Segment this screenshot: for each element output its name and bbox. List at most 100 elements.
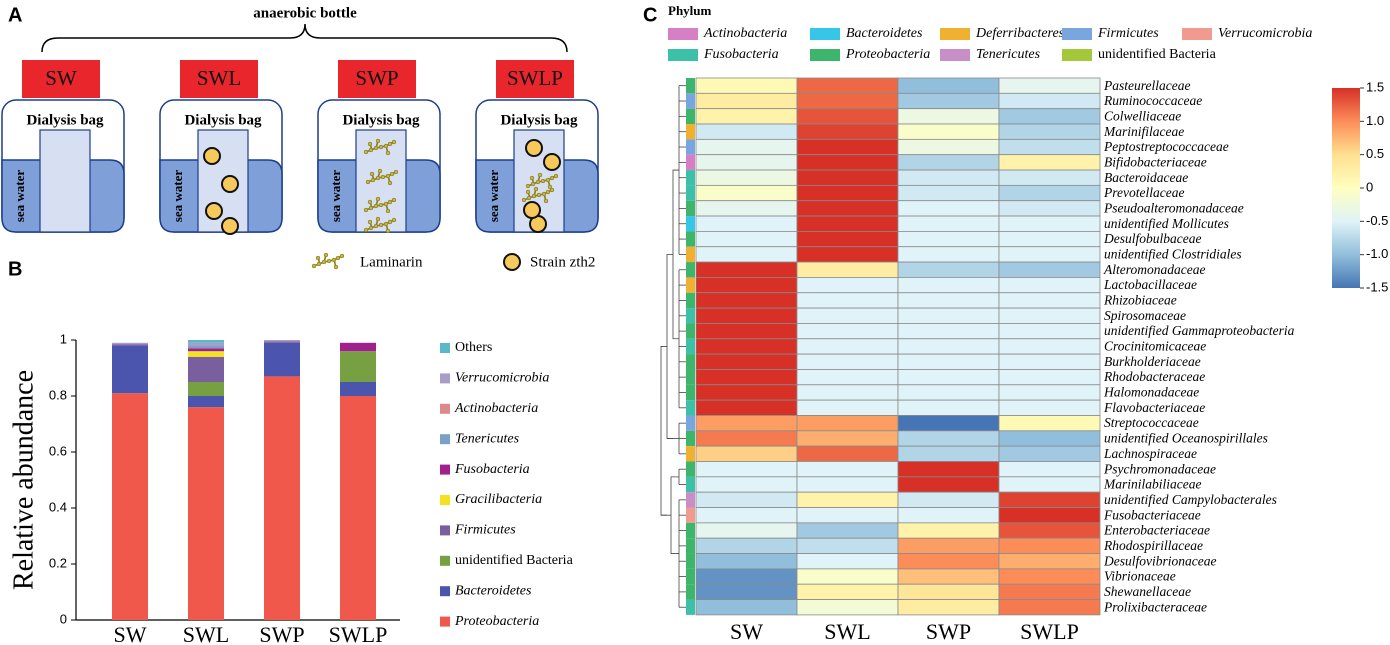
phylum-cell: [686, 522, 695, 539]
panel-letter: B: [8, 258, 22, 280]
heat-cell: [897, 415, 1000, 432]
heat-cell: [796, 522, 899, 539]
heat-cell: [897, 338, 1000, 355]
row-label: Psychromonadaceae: [1103, 461, 1216, 476]
laminarin-dot: [368, 205, 374, 211]
laminarin-dot: [378, 144, 384, 150]
heat-cell: [695, 138, 798, 156]
laminarin-dot: [378, 202, 384, 208]
laminarin-dot: [545, 189, 551, 195]
row-label: Shewanellaceae: [1104, 584, 1191, 599]
legend-swatch: [810, 28, 840, 40]
row-label: Flavobacteriaceae: [1103, 400, 1205, 415]
bar-segment: [264, 342, 300, 377]
heat-cell: [796, 353, 899, 370]
row-label: Bacteroidaceae: [1104, 170, 1188, 185]
laminarin-dot: [375, 216, 381, 222]
laminarin-dot: [529, 175, 535, 181]
strain-icon: [221, 175, 239, 193]
dendro-link: [660, 346, 667, 516]
laminarin-dot: [380, 174, 386, 180]
laminarin-dot: [373, 223, 379, 229]
heat-cell: [897, 92, 1000, 110]
heat-cell: [796, 292, 899, 309]
dendro-link: [672, 169, 679, 340]
colorbar-label: 0: [1366, 179, 1373, 194]
laminarin-dot: [385, 208, 391, 214]
legend-label: Verrucomicrobia: [1218, 26, 1312, 41]
heat-cell: [897, 230, 1000, 248]
heat-cell: [695, 445, 798, 462]
heat-cell: [695, 246, 798, 263]
laminarin-icon: [363, 216, 397, 234]
heat-cell: [998, 522, 1101, 539]
laminarin-dot: [391, 139, 397, 145]
strain-icon: [205, 202, 223, 220]
laminarin-dot: [316, 261, 322, 267]
row-label: unidentified Gammaproteobacteria: [1104, 323, 1295, 338]
bar-segment: [340, 351, 376, 382]
heat-cell: [998, 568, 1101, 585]
heat-cell: [695, 522, 798, 539]
row-label: unidentified Oceanospirillales: [1104, 431, 1268, 446]
row-label: Fusobacteriaceae: [1103, 507, 1201, 522]
heat-cell: [897, 138, 1000, 156]
heat-cell: [897, 399, 1000, 416]
laminarin-dot: [387, 199, 393, 205]
heat-cell: [897, 522, 1000, 539]
bottle-cap: [180, 60, 258, 98]
legend-label: Bacteroidetes: [455, 583, 532, 598]
laminarin-dot: [323, 252, 329, 258]
heat-cell: [998, 215, 1101, 232]
heat-cell: [695, 307, 798, 324]
bar-segment: [264, 341, 300, 343]
legend-label: Firmicutes: [454, 523, 516, 538]
legend-swatch: [440, 343, 450, 353]
legend-label: Strain zth2: [530, 254, 595, 270]
heat-cell: [695, 399, 798, 416]
heat-cell: [897, 507, 1000, 524]
y-tick-label: 0.4: [49, 499, 67, 514]
heat-cell: [695, 384, 798, 401]
legend-swatch: [440, 434, 450, 445]
heat-cell: [998, 169, 1101, 186]
legend-label: Fusobacteria: [703, 47, 779, 62]
heat-cell: [796, 92, 899, 110]
heat-cell: [796, 491, 899, 508]
bar-segment: [188, 407, 224, 620]
heat-cell: [998, 154, 1101, 171]
bar-segment: [264, 376, 300, 620]
dendro-link: [666, 254, 673, 439]
row-label: Peptostreptococcaceae: [1103, 139, 1229, 154]
laminarin-dot: [378, 222, 384, 228]
heat-cell: [796, 307, 899, 324]
bar-segment: [188, 348, 224, 352]
heat-cell: [897, 277, 1000, 294]
legend-label: Bacteroidetes: [846, 26, 923, 41]
phylum-cell: [686, 507, 695, 523]
heat-cell: [897, 77, 1000, 94]
legend-label: Actinobacteria: [703, 26, 787, 41]
heat-cell: [998, 123, 1101, 140]
laminarin-dot: [368, 225, 374, 231]
laminarin-dot: [553, 173, 559, 179]
legend-label: Deferribacteres: [975, 26, 1065, 41]
row-label: Marinifilaceae: [1103, 124, 1184, 139]
water-label: sea water: [170, 170, 185, 223]
heat-cell: [796, 430, 899, 447]
heat-cell: [897, 123, 1000, 140]
heat-cell: [796, 77, 899, 94]
heat-cell: [897, 292, 1000, 309]
heat-cell: [998, 369, 1101, 386]
heat-cell: [695, 323, 798, 340]
heat-cell: [695, 169, 798, 186]
heat-cell: [998, 553, 1101, 570]
laminarin-dot: [383, 143, 389, 149]
laminarin-dot: [549, 175, 555, 181]
laminarin-dot: [321, 259, 327, 265]
laminarin-dot: [385, 173, 391, 179]
heat-cell: [998, 307, 1101, 324]
phylum-cell: [686, 415, 695, 431]
laminarin-dot: [391, 217, 397, 223]
